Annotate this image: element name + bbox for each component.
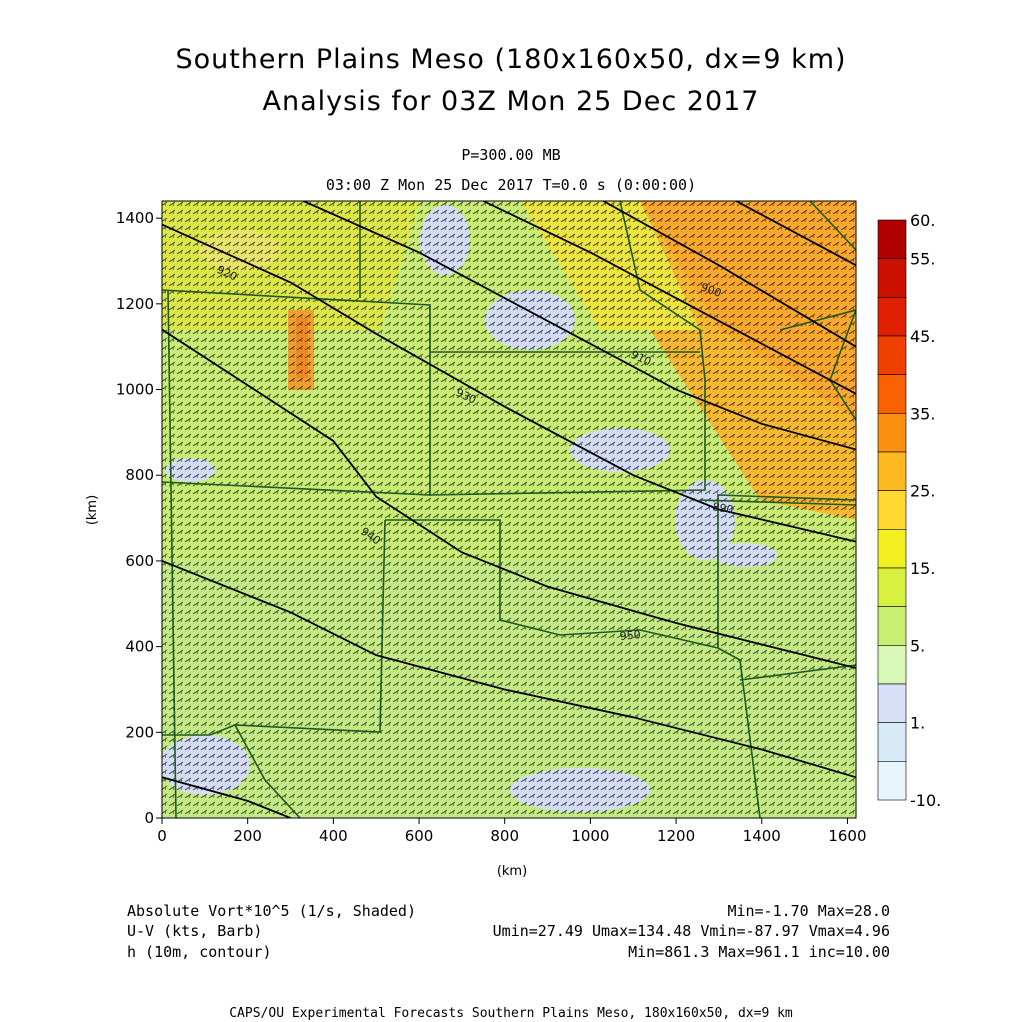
y-tick-label: 1000 — [116, 381, 154, 399]
colorbar-swatch — [877, 761, 907, 801]
legend-height: h (10m, contour) — [127, 943, 272, 961]
y-axis: 0 200 400 600 800 1000 1200 1400 — [116, 209, 162, 827]
contour-label: 890 — [711, 500, 734, 516]
title-line-1: Southern Plains Meso (180x160x50, dx=9 k… — [175, 44, 847, 75]
y-tick-label: 400 — [125, 638, 154, 656]
colorbar — [877, 219, 907, 801]
x-tick-label: 1200 — [657, 827, 695, 845]
y-tick-label: 800 — [125, 466, 154, 484]
y-tick-label: 0 — [144, 809, 154, 827]
height-contour-910 — [482, 201, 856, 395]
height-contour-930 — [162, 223, 856, 543]
height-contour-940 — [162, 328, 856, 669]
y-tick-label: 1400 — [116, 209, 154, 227]
colorbar-label: 5. — [910, 636, 925, 655]
colorbar-swatch — [877, 529, 907, 569]
colorbar-label: 55. — [910, 250, 935, 269]
y-tick-label: 200 — [125, 723, 154, 741]
legend-vorticity: Absolute Vort*10^5 (1/s, Shaded) — [127, 902, 416, 920]
height-contour-920 — [303, 201, 856, 451]
colorbar-swatch — [877, 258, 907, 298]
pressure-level: P=300.00 MB — [461, 146, 561, 164]
colorbar-swatch — [877, 219, 907, 259]
x-tick-label: 1600 — [828, 827, 866, 845]
height-contour-960 — [162, 776, 291, 818]
height-contour-890 — [735, 201, 856, 267]
colorbar-label: 25. — [910, 482, 935, 501]
state-borders — [162, 201, 856, 818]
contour-label: 950 — [619, 628, 641, 643]
y-tick-label: 600 — [125, 552, 154, 570]
colorbar-label: -10. — [910, 791, 941, 810]
colorbar-swatch — [877, 374, 907, 414]
vorticity-shading — [162, 201, 856, 818]
x-tick-label: 200 — [233, 827, 262, 845]
colorbar-swatch — [877, 683, 907, 723]
colorbar-swatch — [877, 335, 907, 375]
plot-frame — [161, 200, 857, 819]
footer: CAPS/OU Experimental Forecasts Southern … — [229, 1006, 793, 1021]
x-tick-label: 0 — [157, 827, 167, 845]
x-tick-label: 1000 — [571, 827, 609, 845]
title-line-2: Analysis for 03Z Mon 25 Dec 2017 — [262, 86, 760, 117]
colorbar-swatch — [877, 451, 907, 491]
colorbar-label: 45. — [910, 327, 935, 346]
colorbar-swatch — [877, 567, 907, 607]
x-tick-label: 800 — [490, 827, 519, 845]
height-contour-900 — [602, 201, 856, 348]
y-tick-label: 1200 — [116, 295, 154, 313]
colorbar-swatch — [877, 297, 907, 337]
legend-vorticity-range: Min=-1.70 Max=28.0 — [727, 902, 890, 920]
x-tick-label: 400 — [319, 827, 348, 845]
legend-wind-range: Umin=27.49 Umax=134.48 Vmin=-87.97 Vmax=… — [492, 922, 890, 940]
y-axis-label: (km) — [85, 495, 100, 525]
colorbar-swatch — [877, 413, 907, 453]
x-tick-label: 600 — [405, 827, 434, 845]
colorbar-swatch — [877, 490, 907, 530]
colorbar-label: 60. — [910, 211, 935, 230]
colorbar-label: 15. — [910, 559, 935, 578]
colorbar-swatch — [877, 722, 907, 762]
valid-time: 03:00 Z Mon 25 Dec 2017 T=0.0 s (0:00:00… — [325, 176, 697, 194]
colorbar-label: 1. — [910, 714, 925, 733]
x-axis: 0 200 400 600 800 1000 1200 1400 1600 — [157, 818, 867, 845]
colorbar-swatch — [877, 606, 907, 646]
height-contour-950 — [162, 560, 856, 779]
x-axis-label: (km) — [497, 864, 527, 879]
colorbar-labels: 60. 55. 45. 35. 25. 15. 5. 1. -10. — [910, 211, 941, 810]
legend-height-range: Min=861.3 Max=961.1 inc=10.00 — [628, 943, 890, 961]
x-tick-label: 1400 — [743, 827, 781, 845]
colorbar-label: 35. — [910, 404, 935, 423]
legend-wind: U-V (kts, Barb) — [127, 922, 263, 940]
height-contours — [162, 201, 856, 818]
colorbar-swatch — [877, 645, 907, 685]
